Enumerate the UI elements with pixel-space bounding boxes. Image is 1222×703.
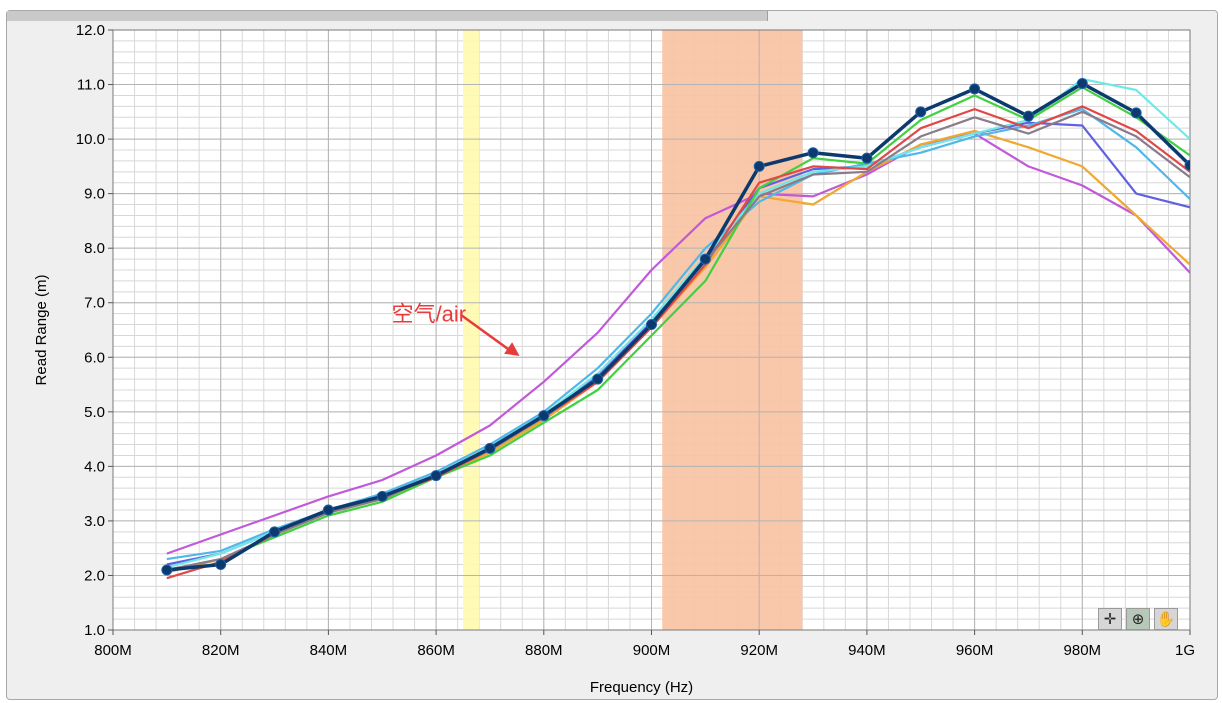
highlight-band-0 (463, 30, 480, 630)
data-point (646, 319, 657, 331)
crosshair-icon[interactable]: ✛ (1098, 608, 1122, 630)
y-tick-label: 8.0 (84, 240, 105, 257)
data-point (1130, 107, 1142, 119)
y-tick-label: 4.0 (84, 458, 105, 475)
x-tick-label: 1G (1175, 642, 1195, 659)
y-tick-label: 1.0 (84, 622, 105, 639)
y-tick-label: 3.0 (84, 513, 105, 530)
x-tick-label: 940M (848, 642, 886, 659)
annotation-arrow-head (504, 342, 520, 356)
x-tick-label: 880M (525, 642, 563, 659)
annotation-label: 空气/air (392, 302, 467, 327)
highlight-band-1 (662, 30, 803, 630)
annotation-arrow-shaft (459, 313, 515, 355)
data-point (969, 83, 981, 95)
x-tick-label: 820M (202, 642, 240, 659)
x-tick-label: 960M (956, 642, 994, 659)
x-axis-label: Frequency (Hz) (590, 679, 693, 696)
y-tick-label: 2.0 (84, 567, 105, 584)
data-point (269, 526, 281, 538)
y-tick-label: 12.0 (76, 22, 105, 39)
series-line-5 (166, 86, 1190, 572)
series-line-8 (166, 81, 1190, 572)
x-tick-label: 920M (740, 642, 778, 659)
y-tick-label: 10.0 (76, 131, 105, 148)
data-point (1022, 110, 1034, 122)
x-tick-label: 980M (1064, 642, 1102, 659)
series-line-0 (166, 132, 1190, 555)
data-point (430, 470, 442, 482)
hand-icon[interactable]: ✋ (1154, 608, 1178, 630)
data-point (1076, 77, 1088, 89)
x-tick-label: 840M (310, 642, 348, 659)
data-point (1184, 159, 1190, 171)
y-tick-label: 5.0 (84, 404, 105, 421)
x-tick-label: 900M (633, 642, 671, 659)
y-tick-label: 6.0 (84, 349, 105, 366)
data-point (215, 559, 227, 571)
data-point (699, 253, 711, 265)
series-group (161, 77, 1190, 580)
y-tick-label: 7.0 (84, 295, 105, 312)
data-point (861, 152, 873, 164)
data-point (807, 147, 819, 159)
data-point (484, 442, 496, 454)
x-tick-label: 860M (417, 642, 455, 659)
data-point (915, 106, 927, 118)
y-tick-label: 9.0 (84, 186, 105, 203)
x-tick-label: 800M (94, 642, 132, 659)
data-point (592, 373, 604, 385)
data-point (161, 564, 173, 576)
panel-tab-strip (7, 11, 768, 21)
y-axis-label: Read Range (m) (33, 275, 50, 386)
data-point (376, 490, 388, 502)
zoom-icon[interactable]: ⊕ (1126, 608, 1150, 630)
y-tick-label: 11.0 (77, 77, 105, 94)
data-point (322, 504, 334, 516)
data-point (753, 160, 765, 172)
data-point (538, 410, 550, 422)
